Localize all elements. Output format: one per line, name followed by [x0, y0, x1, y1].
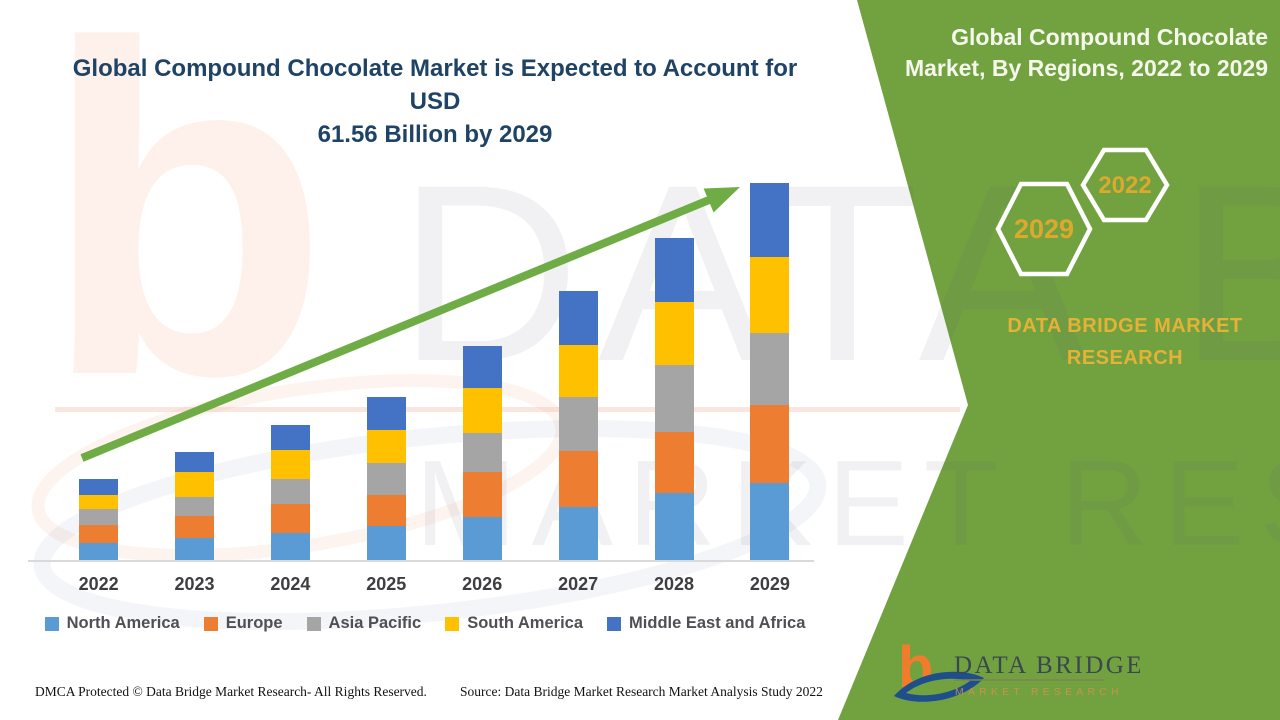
footer-source-text: Source: Data Bridge Market Research Mark…	[460, 684, 823, 699]
x-axis-label-2027: 2027	[558, 574, 599, 594]
x-axis-label-2024: 2024	[270, 574, 311, 594]
footer-dmca-text: DMCA Protected © Data Bridge Market Rese…	[35, 684, 427, 699]
bar-segment-2028-middle-east-and-africa	[654, 238, 694, 303]
bar-segment-2024-middle-east-and-africa	[270, 424, 310, 451]
bar-segment-2026-asia-pacific	[462, 432, 502, 473]
panel-brand-line2: RESEARCH	[1066, 347, 1184, 369]
panel-heading: Global Compound Chocolate Market, By Reg…	[878, 22, 1268, 84]
bar-segment-2027-south-america	[558, 345, 598, 398]
bar-2023	[175, 451, 214, 560]
bar-segment-2028-north-america	[654, 493, 694, 560]
bar-segment-2027-asia-pacific	[558, 397, 598, 452]
bar-segment-2027-middle-east-and-africa	[558, 291, 598, 346]
legend-swatch-icon	[203, 616, 218, 631]
bar-segment-2025-middle-east-and-africa	[366, 396, 406, 430]
x-axis-label-2022: 2022	[78, 574, 119, 594]
bar-segment-2024-asia-pacific	[270, 478, 310, 505]
legend-swatch-icon	[44, 616, 59, 631]
logo-subtitle-text: MARKET RESEARCH	[955, 686, 1123, 698]
bar-segment-2022-europe	[79, 525, 119, 543]
bar-segment-2026-north-america	[462, 517, 502, 560]
badge-year-2022: 2022	[1098, 172, 1151, 199]
legend-label: South America	[467, 614, 584, 632]
bar-2025	[366, 396, 406, 560]
x-axis-line	[28, 560, 814, 562]
legend-swatch-icon	[306, 616, 321, 631]
bar-segment-2025-south-america	[366, 429, 406, 463]
legend-swatch-icon	[607, 616, 622, 631]
bar-segment-2024-north-america	[270, 533, 310, 560]
bar-segment-2029-middle-east-and-africa	[750, 183, 790, 258]
bar-segment-2028-asia-pacific	[654, 365, 694, 433]
bar-2024	[270, 424, 310, 560]
bar-segment-2022-asia-pacific	[79, 509, 119, 526]
bar-2029	[750, 183, 790, 560]
bar-2028	[654, 238, 694, 560]
bar-segment-2024-europe	[270, 504, 310, 534]
bar-segment-2029-south-america	[750, 257, 790, 333]
x-axis-label-2028: 2028	[653, 574, 695, 594]
hexagon-2029-icon	[995, 181, 1093, 277]
legend-item-europe: Europe	[203, 614, 283, 633]
bar-segment-2022-south-america	[79, 495, 119, 510]
legend-label: North America	[66, 614, 180, 632]
panel-brand-line1: DATA BRIDGE MARKET	[1007, 315, 1243, 337]
panel-heading-line1: Global Compound Chocolate	[951, 24, 1268, 50]
bar-segment-2023-south-america	[175, 471, 214, 497]
bar-segment-2029-europe	[750, 405, 790, 483]
x-axis-label-2025: 2025	[366, 574, 407, 594]
legend-label: Asia Pacific	[328, 614, 422, 632]
bar-segment-2029-asia-pacific	[750, 332, 790, 406]
bar-segment-2023-asia-pacific	[175, 496, 214, 516]
bar-segment-2023-middle-east-and-africa	[175, 451, 214, 472]
company-logo: b DATA BRIDGE MARKET RESEARCH	[894, 635, 1140, 702]
legend-item-north-america: North America	[44, 614, 180, 633]
bar-segment-2023-north-america	[175, 537, 214, 560]
legend-label: Middle East and Africa	[629, 614, 806, 632]
bar-segment-2024-south-america	[270, 450, 310, 479]
bar-2026	[462, 345, 502, 560]
bar-segment-2026-south-america	[462, 388, 502, 433]
bar-segment-2029-north-america	[750, 482, 790, 560]
bar-segment-2022-north-america	[79, 542, 119, 560]
bar-segment-2026-europe	[462, 472, 502, 518]
bar-segment-2025-north-america	[366, 525, 406, 560]
page-title-line1: Global Compound Chocolate Market is Expe…	[72, 55, 798, 115]
x-axis-label-2026: 2026	[462, 574, 503, 594]
legend-item-south-america: South America	[445, 614, 583, 633]
bar-segment-2027-north-america	[558, 506, 598, 560]
year-badges: 2029 2022	[995, 147, 1170, 277]
bar-segment-2027-europe	[558, 451, 598, 507]
bar-2022	[79, 479, 119, 560]
bar-segment-2025-europe	[366, 494, 406, 526]
x-axis-label-2023: 2023	[174, 574, 215, 594]
page-title: Global Compound Chocolate Market is Expe…	[55, 52, 815, 151]
legend-label: Europe	[225, 614, 283, 632]
x-axis-label-2029: 2029	[749, 574, 790, 594]
logo-name-text: DATA BRIDGE	[954, 652, 1140, 679]
bar-segment-2028-south-america	[654, 302, 694, 366]
bar-segment-2028-europe	[654, 432, 694, 494]
logo-swoosh-cutout	[906, 678, 970, 696]
panel-heading-line2: Market, By Regions, 2022 to 2029	[904, 55, 1268, 81]
panel-brand-text: DATA BRIDGE MARKET RESEARCH	[960, 310, 1280, 374]
bar-2027	[558, 291, 598, 560]
page-title-line2: 61.56 Billion by 2029	[317, 121, 553, 148]
bar-segment-2025-asia-pacific	[366, 462, 406, 495]
badge-year-2029: 2029	[1014, 214, 1074, 244]
legend-swatch-icon	[445, 616, 460, 631]
bar-segment-2022-middle-east-and-africa	[79, 479, 119, 496]
chart-legend: North America Europe Asia Pacific South Ame…	[30, 614, 820, 633]
hexagon-2022-icon	[1080, 147, 1170, 223]
legend-item-middle-east-and-africa: Middle East and Africa	[607, 614, 805, 633]
bar-segment-2023-europe	[175, 515, 214, 538]
bar-segment-2026-middle-east-and-africa	[462, 345, 502, 389]
legend-item-asia-pacific: Asia Pacific	[306, 614, 422, 633]
